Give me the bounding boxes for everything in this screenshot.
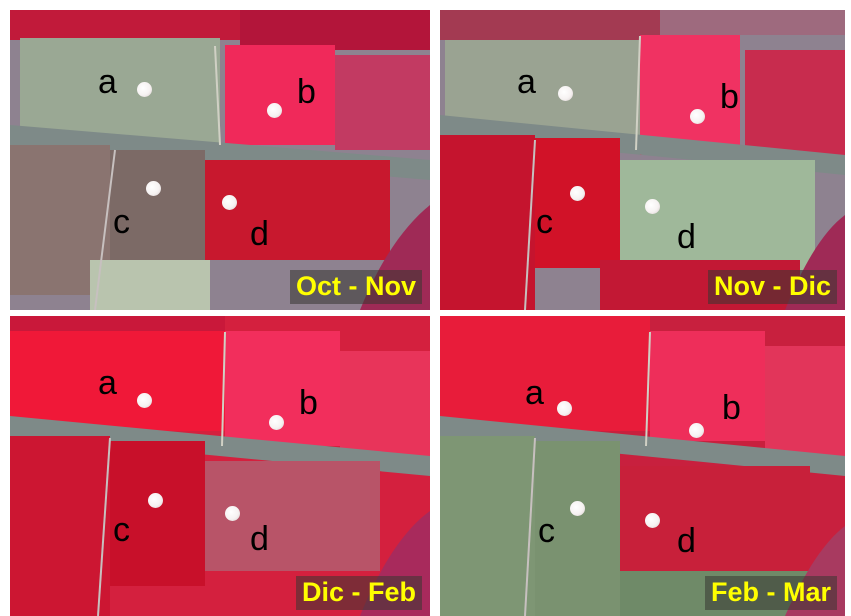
sample-point-d: [222, 195, 237, 210]
panel-dic-feb: a b c d Dic - Feb: [10, 316, 430, 616]
sample-point-c: [148, 493, 163, 508]
sample-point-d: [645, 199, 660, 214]
point-label-a: a: [525, 374, 544, 412]
point-label-b: b: [299, 384, 318, 422]
satellite-image: [10, 10, 430, 310]
sample-point-d: [645, 513, 660, 528]
sample-point-c: [146, 181, 161, 196]
point-label-d: d: [250, 520, 269, 558]
point-label-c: c: [536, 203, 553, 241]
period-label: Feb - Mar: [704, 576, 837, 610]
sample-point-a: [557, 401, 572, 416]
panel-oct-nov: a b c d Oct - Nov: [10, 10, 430, 310]
sample-point-b: [690, 109, 705, 124]
point-label-c: c: [538, 512, 555, 550]
sample-point-a: [137, 393, 152, 408]
sample-point-a: [137, 82, 152, 97]
sample-point-b: [689, 423, 704, 438]
point-label-b: b: [720, 78, 739, 116]
sample-point-b: [267, 103, 282, 118]
sample-point-c: [570, 186, 585, 201]
sample-point-a: [558, 86, 573, 101]
point-label-a: a: [98, 63, 117, 101]
satellite-image: [440, 316, 845, 616]
point-label-a: a: [98, 364, 117, 402]
point-label-d: d: [677, 522, 696, 560]
panel-feb-mar: a b c d Feb - Mar: [440, 316, 845, 616]
point-label-d: d: [250, 215, 269, 253]
point-label-c: c: [113, 203, 130, 241]
panel-nov-dic: a b c d Nov - Dic: [440, 10, 845, 310]
satellite-image: [440, 10, 845, 310]
sample-point-b: [269, 415, 284, 430]
point-label-c: c: [113, 511, 130, 549]
point-label-b: b: [297, 73, 316, 111]
period-label: Nov - Dic: [707, 270, 837, 304]
point-label-d: d: [677, 218, 696, 256]
point-label-a: a: [517, 63, 536, 101]
satellite-image: [10, 316, 430, 616]
point-label-b: b: [722, 389, 741, 427]
sample-point-c: [570, 501, 585, 516]
sample-point-d: [225, 506, 240, 521]
period-label: Oct - Nov: [289, 270, 422, 304]
period-label: Dic - Feb: [295, 576, 422, 610]
